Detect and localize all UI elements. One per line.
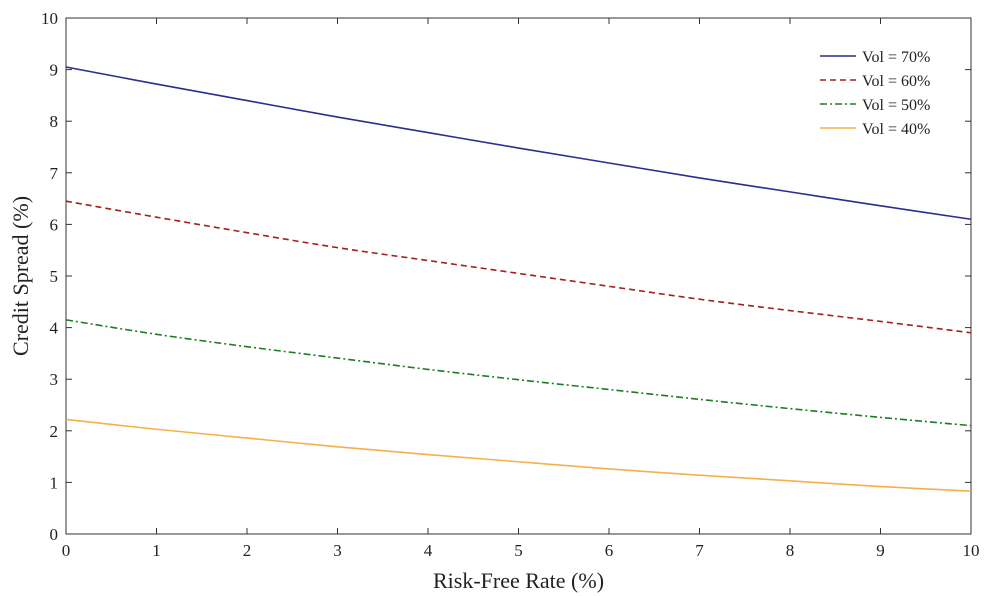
x-tick-label: 1	[152, 541, 161, 560]
y-tick-label: 10	[41, 9, 58, 28]
x-axis-ticks: 0 1 2 3 4 5 6 7 8 9 10	[62, 18, 980, 560]
y-tick-label: 8	[50, 112, 59, 131]
y-tick-label: 4	[50, 319, 59, 338]
x-tick-label: 5	[514, 541, 523, 560]
legend-entry-label: Vol = 40%	[862, 121, 930, 138]
x-tick-label: 3	[333, 541, 342, 560]
y-tick-label: 2	[50, 422, 59, 441]
legend-entry-label: Vol = 50%	[862, 97, 930, 114]
y-tick-label: 7	[50, 164, 59, 183]
series-line-2	[65, 200, 972, 334]
series-line-1	[65, 66, 972, 221]
x-tick-label: 9	[876, 541, 885, 560]
x-tick-label: 10	[963, 541, 980, 560]
x-tick-label: 7	[695, 541, 704, 560]
y-axis-label: Credit Spread (%)	[8, 196, 33, 356]
y-axis-ticks: 0 1 2 3 4 5 6 7 8 9 10	[41, 9, 971, 544]
x-tick-label: 0	[62, 541, 71, 560]
legend: Vol = 70% Vol = 60% Vol = 50% Vol = 40%	[812, 40, 962, 144]
y-tick-label: 5	[50, 267, 59, 286]
legend-entry-label: Vol = 60%	[862, 73, 930, 90]
legend-entry-label: Vol = 70%	[862, 49, 930, 66]
y-tick-label: 9	[50, 61, 59, 80]
series-line-3	[65, 319, 972, 427]
y-tick-label: 6	[50, 215, 59, 234]
x-tick-label: 8	[786, 541, 795, 560]
x-tick-label: 4	[424, 541, 433, 560]
series-line-4	[65, 418, 972, 492]
y-tick-label: 1	[50, 473, 59, 492]
x-axis-label: Risk-Free Rate (%)	[433, 568, 604, 593]
y-tick-label: 3	[50, 370, 59, 389]
legend-box	[812, 40, 962, 144]
y-tick-label: 0	[50, 525, 59, 544]
x-tick-label: 6	[605, 541, 614, 560]
series-lines	[65, 66, 972, 492]
x-tick-label: 2	[243, 541, 252, 560]
